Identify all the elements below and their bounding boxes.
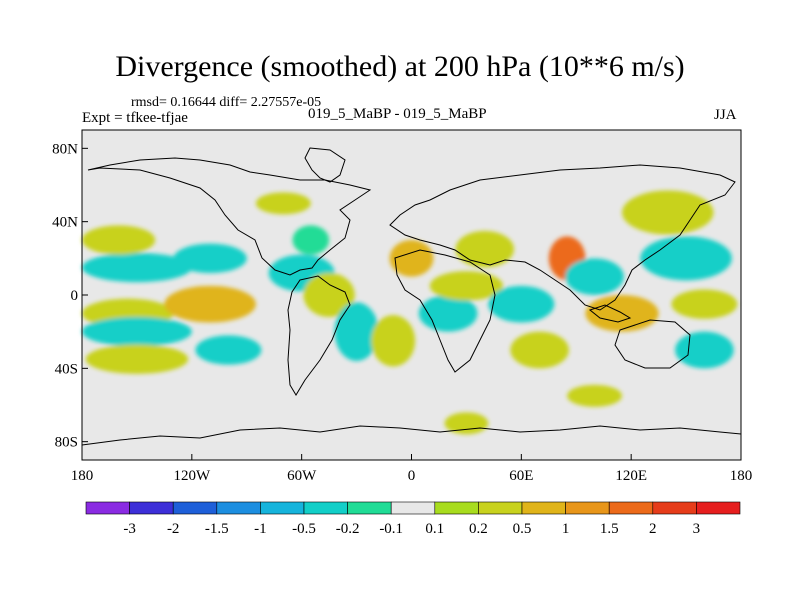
divergence-blob [334,302,379,361]
colorbar-swatch [172,501,218,515]
x-tick-label: 180 [71,468,94,484]
divergence-blob [195,335,262,365]
divergence-blob [671,289,738,319]
divergence-blob [675,331,734,369]
divergence-blob [429,271,504,301]
colorbar-swatch [565,501,610,515]
divergence-blob [164,285,256,323]
coastline-eurasia [389,164,736,311]
x-tick-label: 0 [408,468,416,484]
colorbar-label: 3 [693,521,701,537]
divergence-blob [85,344,189,374]
colorbar-label: -0.1 [379,521,403,537]
x-tick-label: 120W [173,468,211,484]
runs-label: 019_5_MaBP - 019_5_MaBP [308,106,487,122]
divergence-blob [303,273,355,317]
field-layer [82,190,738,435]
colorbar-label: 1 [562,521,570,537]
colorbar-label: -3 [123,521,136,537]
colorbar-swatch [129,501,174,515]
y-axis: 80N 40N 0 40S 80S [52,141,88,451]
y-tick-label: 40N [52,215,78,231]
season-label: JJA [714,107,737,123]
colorbar-swatch [347,501,392,515]
colorbar-label: 0.1 [425,521,444,537]
colorbar-swatch [696,501,741,515]
colorbar-swatch [521,501,566,515]
divergence-blob [371,315,416,367]
colorbar-swatch [434,501,479,515]
colorbar-label: 1.5 [600,521,619,537]
colorbar-swatch [260,501,305,515]
divergence-blob [389,240,434,277]
colorbar-swatch [303,501,348,515]
divergence-blob [82,252,192,283]
divergence-blob [82,225,156,255]
colorbar-swatch [478,501,523,515]
x-tick-label: 180 [730,468,753,484]
colorbar-swatch [85,501,130,515]
divergence-blob [640,236,732,281]
divergence-blob [82,317,192,347]
divergence-blob [565,258,624,295]
y-tick-label: 80S [55,435,78,451]
x-tick-label: 120E [615,468,647,484]
divergence-blob [292,225,330,255]
colorbar-label: -0.5 [292,521,316,537]
y-tick-label: 40S [55,361,78,377]
colorbar-swatch [390,501,436,515]
divergence-blob [510,331,569,369]
coastline-africa [394,249,496,373]
colorbar-label: -0.2 [336,521,360,537]
divergence-blob [455,230,515,268]
colorbar-label: -1 [254,521,267,537]
colorbar-swatch [608,501,654,515]
colorbar-label: 0.2 [469,521,488,537]
y-tick-label: 0 [71,288,79,304]
colorbar-swatch [216,501,261,515]
divergence-blob [173,243,247,273]
divergence-blob [255,192,311,215]
stats-label: rmsd= 0.16644 diff= 2.27557e-05 [131,95,322,110]
x-axis: 180 120W 60W 0 60E 120E 180 [71,454,753,484]
chart-title: Divergence (smoothed) at 200 hPa (10**6 … [115,50,685,83]
colorbar-label: -1.5 [205,521,229,537]
coastline-greenland [304,147,346,183]
y-tick-label: 80N [52,141,78,157]
experiment-label: Expt = tfkee-tfjae [82,110,188,126]
x-tick-label: 60E [509,468,533,484]
divergence-blob [567,384,623,407]
coastline-north-america [87,157,372,276]
coastline-south-america [287,275,351,396]
divergence-blob [444,412,489,435]
coastline-antarctica [81,425,742,446]
colorbar-label: 2 [649,521,657,537]
coastline-australia [614,319,691,369]
x-tick-label: 60W [287,468,317,484]
divergence-blob [488,285,555,323]
coastline-layer [81,147,742,446]
divergence-blob [622,190,714,235]
coastline-indonesia [588,304,632,323]
colorbar-label: 0.5 [513,521,532,537]
colorbar-label: -2 [167,521,180,537]
colorbar: -3 -2 -1.5 -1 -0.5 -0.2 -0.1 0.1 0.2 0.5 1 1.5 2 3 [85,501,741,537]
colorbar-swatch [652,501,697,515]
